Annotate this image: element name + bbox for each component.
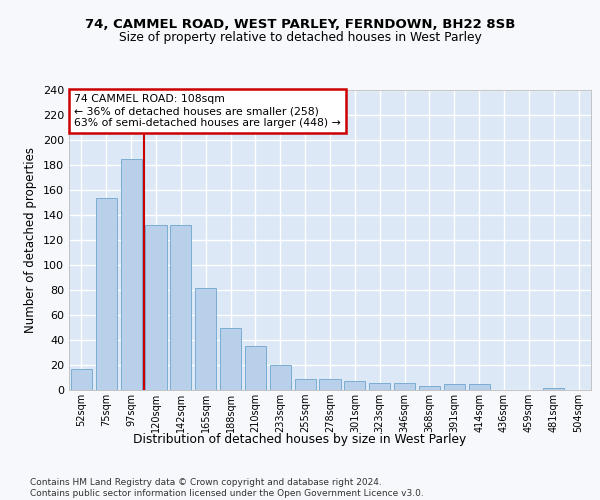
Bar <box>270 365 291 390</box>
Bar <box>319 379 341 390</box>
Bar <box>369 382 390 390</box>
Bar <box>543 388 564 390</box>
Bar <box>444 384 465 390</box>
Bar <box>145 225 167 390</box>
Bar <box>170 225 191 390</box>
Text: 74, CAMMEL ROAD, WEST PARLEY, FERNDOWN, BH22 8SB: 74, CAMMEL ROAD, WEST PARLEY, FERNDOWN, … <box>85 18 515 30</box>
Bar <box>394 382 415 390</box>
Bar <box>295 379 316 390</box>
Bar <box>245 346 266 390</box>
Bar <box>121 159 142 390</box>
Bar <box>419 386 440 390</box>
Y-axis label: Number of detached properties: Number of detached properties <box>25 147 37 333</box>
Text: Size of property relative to detached houses in West Parley: Size of property relative to detached ho… <box>119 32 481 44</box>
Bar <box>71 369 92 390</box>
Bar <box>96 198 117 390</box>
Text: 74 CAMMEL ROAD: 108sqm
← 36% of detached houses are smaller (258)
63% of semi-de: 74 CAMMEL ROAD: 108sqm ← 36% of detached… <box>74 94 341 128</box>
Text: Contains HM Land Registry data © Crown copyright and database right 2024.
Contai: Contains HM Land Registry data © Crown c… <box>30 478 424 498</box>
Bar <box>344 381 365 390</box>
Bar <box>469 384 490 390</box>
Bar <box>220 328 241 390</box>
Bar <box>195 288 216 390</box>
Text: Distribution of detached houses by size in West Parley: Distribution of detached houses by size … <box>133 432 467 446</box>
